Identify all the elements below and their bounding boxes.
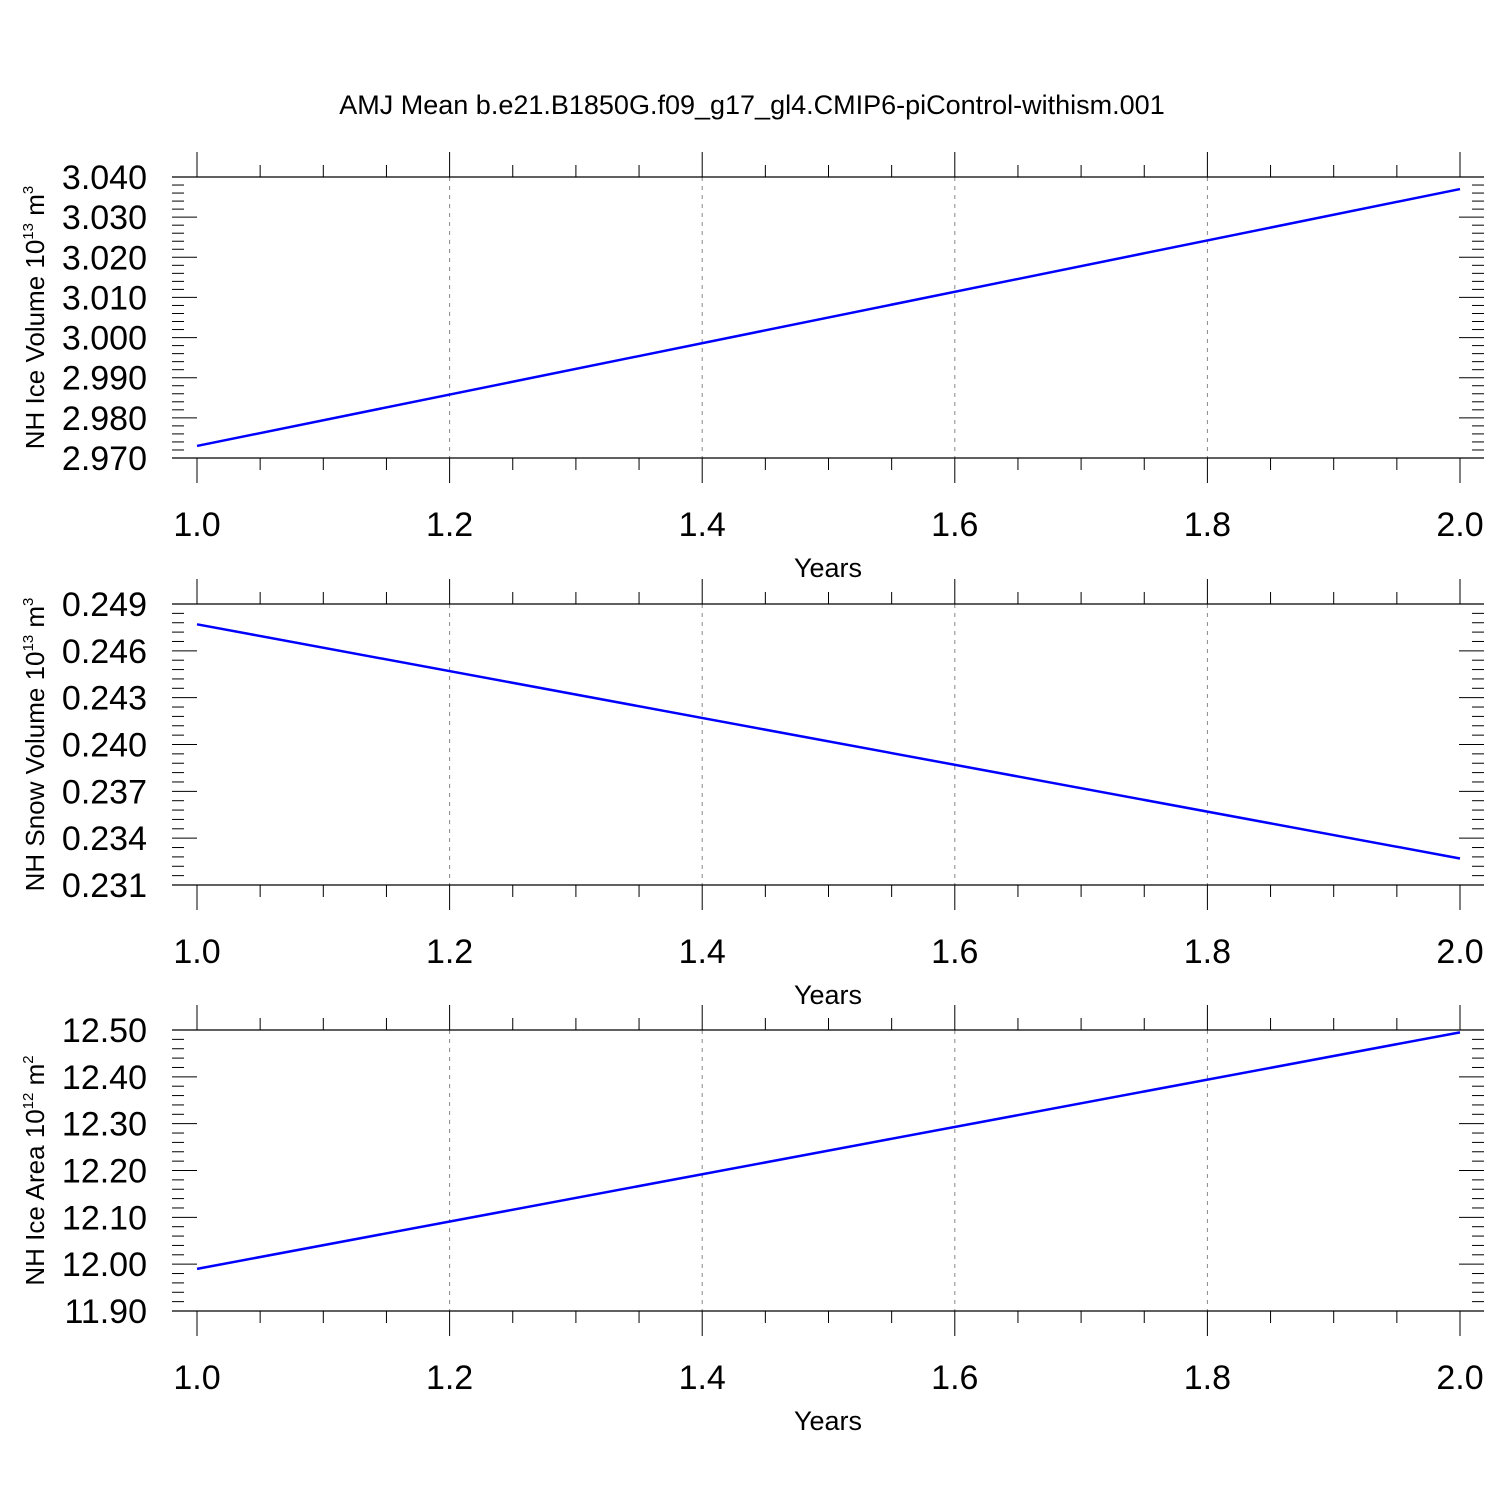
y-tick-label: 3.010: [62, 279, 147, 317]
x-tick-label: 1.2: [426, 506, 473, 544]
chart-panels: 1.0 1.2 1.4 1.6 1.8 2.0Years2.9702.9802.9903.…: [20, 152, 1484, 1436]
x-tick-label: 1.6: [931, 1359, 978, 1397]
x-tick-label: 1.8: [1184, 506, 1231, 544]
x-tick-label: 1.4: [679, 1359, 726, 1397]
series-line: [196, 187, 1461, 448]
y-tick-label: 3.020: [62, 239, 147, 277]
y-axis-title: NH Ice Volume 1013 m3: [20, 186, 50, 449]
chart-panel-2: 1.0 1.2 1.4 1.6 1.8 2.0 Years 0.231 0.234 0.237 0.…: [20, 579, 1484, 1010]
y-tick-label: 0.249: [62, 586, 147, 624]
x-tick-label: 1.4: [679, 506, 726, 544]
y-tick-label: 0.231: [62, 867, 147, 905]
figure-title: AMJ Mean b.e21.B1850G.f09_g17_gl4.CMIP6-…: [339, 90, 1164, 120]
x-tick-label: 1.2: [426, 933, 473, 971]
y-tick-label: 12.20: [62, 1153, 147, 1191]
chart-panel-1: 1.0 1.2 1.4 1.6 1.8 2.0Years2.9702.9802.9903.…: [20, 152, 1484, 583]
y-tick-label: 3.030: [62, 199, 147, 237]
x-tick-label: 1.8: [1184, 933, 1231, 971]
series-line: [196, 623, 1461, 860]
y-tick-label: 12.40: [62, 1059, 147, 1097]
y-tick-label: 0.246: [62, 633, 147, 671]
x-tick-label: 2.0: [1436, 933, 1483, 971]
y-tick-label: 3.000: [62, 320, 147, 358]
y-tick-label: 0.237: [62, 773, 147, 811]
y-tick-label: 12.30: [62, 1106, 147, 1144]
x-tick-label: 1.6: [931, 506, 978, 544]
y-tick-label: 12.00: [62, 1246, 147, 1284]
x-tick-label: 2.0: [1436, 506, 1483, 544]
y-tick-label: 12.10: [62, 1199, 147, 1237]
x-tick-label: 1.0: [173, 506, 220, 544]
y-axis-title: NH Snow Volume 1013 m3: [20, 598, 50, 892]
x-tick-label: 1.0: [173, 933, 220, 971]
y-tick-label: 3.040: [62, 159, 147, 197]
x-tick-label: 1.4: [679, 933, 726, 971]
y-tick-label: 11.90: [64, 1293, 147, 1331]
chart-panel-3: 1.0 1.2 1.4 1.6 1.8 2.0 Years 11.90 12.00 12.10 12…: [20, 1005, 1484, 1436]
y-tick-label: 2.980: [62, 400, 147, 438]
y-tick-label: 0.234: [62, 820, 147, 858]
y-tick-label: 2.990: [62, 360, 147, 398]
series-line: [196, 1031, 1461, 1271]
y-tick-label: 2.970: [62, 440, 147, 478]
x-tick-label: 2.0: [1436, 1359, 1483, 1397]
y-tick-label: 0.240: [62, 727, 147, 765]
y-tick-label: 12.50: [62, 1012, 147, 1050]
x-axis-title: Years: [794, 980, 862, 1010]
y-axis-title: NH Ice Area 1012 m2: [20, 1055, 50, 1285]
x-axis-title: Years: [794, 553, 862, 583]
x-tick-label: 1.8: [1184, 1359, 1231, 1397]
y-tick-label: 0.243: [62, 680, 147, 718]
x-axis-title: Years: [794, 1406, 862, 1436]
x-tick-label: 1.6: [931, 933, 978, 971]
x-tick-label: 1.2: [426, 1359, 473, 1397]
x-tick-label: 1.0: [173, 1359, 220, 1397]
